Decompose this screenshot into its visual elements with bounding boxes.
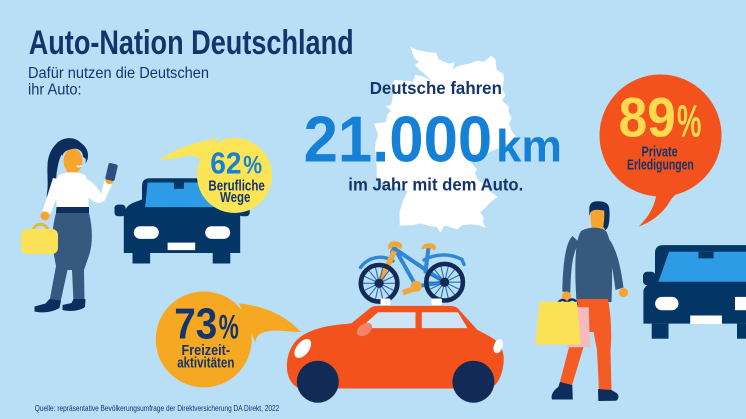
svg-text:Private: Private: [642, 145, 678, 161]
svg-text:89: 89: [619, 85, 676, 148]
svg-text:aktivitäten: aktivitäten: [177, 355, 234, 371]
svg-text:Deutsche fahren: Deutsche fahren: [370, 78, 502, 98]
svg-text:73: 73: [174, 300, 217, 349]
svg-text:Auto-Nation Deutschland: Auto-Nation Deutschland: [29, 24, 354, 62]
svg-text:im Jahr mit dem Auto.: im Jahr mit dem Auto.: [348, 175, 523, 195]
svg-text:%: %: [243, 152, 262, 180]
svg-text:Dafür nutzen die Deutschen: Dafür nutzen die Deutschen: [28, 65, 209, 82]
svg-text:Freizeit-: Freizeit-: [182, 343, 231, 359]
svg-text:km: km: [496, 120, 562, 171]
svg-text:21.000: 21.000: [304, 102, 493, 175]
svg-text:%: %: [219, 309, 239, 347]
svg-text:ihr Auto:: ihr Auto:: [28, 81, 82, 98]
svg-text:Berufliche: Berufliche: [208, 178, 264, 194]
svg-text:Wege: Wege: [220, 190, 250, 206]
svg-text:%: %: [677, 95, 701, 146]
svg-text:Erledigungen: Erledigungen: [627, 158, 694, 174]
svg-text:62: 62: [210, 146, 241, 181]
svg-text:Quelle: repräsentative Bevölke: Quelle: repräsentative Bevölkerungsumfra…: [35, 404, 280, 413]
